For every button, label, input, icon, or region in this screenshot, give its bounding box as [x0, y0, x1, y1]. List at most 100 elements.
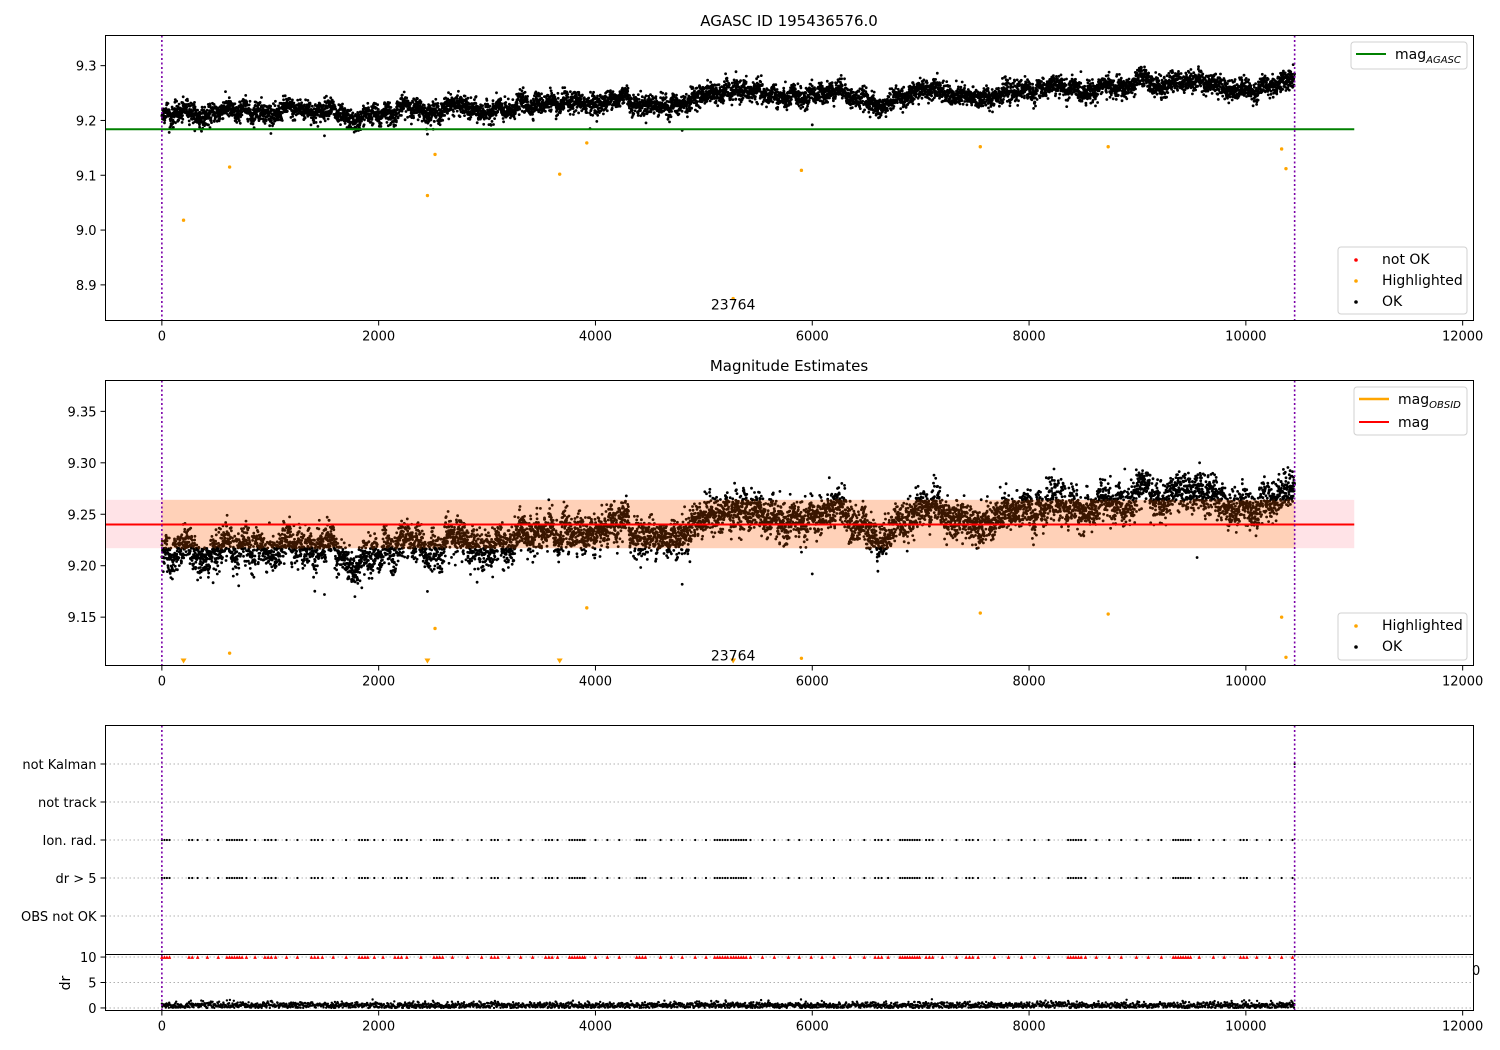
ok-point: [850, 88, 853, 91]
ok-point: [592, 90, 595, 94]
ok-point: [473, 98, 476, 101]
ok-point: [569, 90, 572, 94]
ok-point: [759, 74, 763, 77]
ok-point: [571, 107, 575, 110]
ok-point: [686, 115, 689, 119]
ok-point: [805, 108, 809, 111]
ok-point: [292, 101, 296, 105]
ok-point: [187, 119, 191, 123]
ok-point: [657, 113, 661, 117]
ok-point: [285, 109, 289, 113]
ok-point: [466, 96, 470, 100]
ok-point: [690, 106, 693, 110]
ok-point: [504, 101, 508, 104]
ok-point: [531, 119, 535, 122]
ok-point: [419, 100, 423, 104]
ok-point: [756, 102, 759, 106]
ok-point: [269, 132, 273, 135]
ok-point: [722, 99, 726, 103]
ok-point: [248, 99, 252, 103]
ok-point: [371, 122, 375, 125]
ok-point: [188, 123, 191, 127]
ok-point: [316, 125, 320, 128]
ok-point: [566, 93, 570, 96]
ok-point: [379, 125, 383, 128]
ok-point: [639, 109, 642, 112]
ok-point: [866, 93, 870, 97]
ok-point: [518, 107, 522, 111]
ok-point: [189, 104, 193, 107]
ok-point: [632, 93, 635, 97]
ok-point: [605, 109, 609, 113]
ok-point: [796, 82, 800, 86]
ok-point: [463, 114, 466, 117]
ok-point: [405, 96, 409, 100]
ok-point: [403, 118, 407, 122]
ok-point: [857, 90, 861, 93]
ok-point: [325, 94, 328, 98]
ok-point: [523, 90, 527, 94]
ok-point: [455, 97, 459, 100]
ok-point: [491, 102, 495, 106]
ok-point: [506, 97, 510, 101]
ok-point: [481, 104, 484, 107]
ok-point: [288, 97, 292, 101]
ok-point: [293, 118, 297, 122]
ok-point: [695, 86, 699, 90]
ok-point: [260, 96, 263, 99]
ok-point: [661, 91, 664, 95]
ok-point: [379, 121, 383, 125]
ok-point: [585, 107, 588, 111]
ok-point: [725, 76, 729, 80]
ok-point: [343, 122, 347, 125]
ok-point: [500, 104, 504, 108]
ok-point: [790, 98, 793, 101]
ok-point: [172, 126, 175, 129]
ok-point: [728, 83, 731, 86]
ok-point: [177, 102, 181, 106]
ok-point: [549, 89, 553, 93]
ok-point: [602, 112, 605, 116]
ok-point: [761, 83, 764, 86]
ok-point: [579, 97, 583, 101]
ok-point: [736, 82, 739, 86]
ok-point: [731, 98, 735, 101]
ok-point: [548, 86, 552, 90]
ok-point: [734, 70, 738, 74]
ok-point: [485, 99, 489, 102]
ok-point: [695, 110, 699, 113]
ok-point: [308, 105, 311, 109]
ok-point: [362, 123, 366, 127]
ok-point: [793, 84, 797, 87]
ok-point: [474, 95, 478, 98]
ok-point: [298, 98, 302, 101]
ok-point: [319, 120, 322, 124]
ok-point: [282, 98, 285, 102]
ok-point: [724, 72, 727, 76]
ok-point: [664, 92, 668, 95]
ok-point: [496, 110, 500, 114]
ok-point: [323, 119, 327, 123]
ok-point: [717, 83, 721, 86]
ok-point: [181, 117, 185, 121]
ok-point: [813, 88, 817, 91]
ok-point: [303, 116, 307, 120]
ok-point: [591, 113, 595, 117]
ok-point: [339, 123, 342, 126]
ok-point: [412, 116, 415, 120]
ok-point: [517, 113, 521, 116]
ok-point: [759, 80, 763, 84]
ok-point: [844, 83, 847, 86]
ok-point: [280, 119, 284, 122]
ok-point: [164, 115, 168, 119]
ok-point: [300, 101, 303, 105]
ok-point: [544, 109, 547, 113]
ok-point: [303, 103, 306, 107]
ok-point: [193, 101, 196, 104]
ok-point: [404, 110, 408, 113]
ok-point: [366, 101, 370, 105]
ok-point: [572, 113, 575, 116]
ok-point: [753, 97, 757, 101]
ok-point: [340, 105, 344, 109]
